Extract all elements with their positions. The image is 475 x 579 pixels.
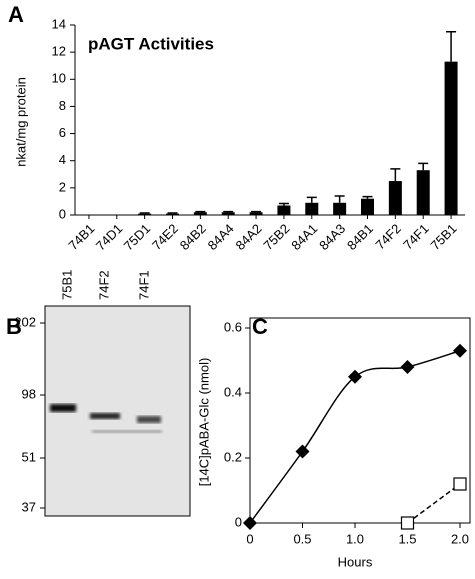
bar <box>388 181 402 215</box>
y-tick-label: 4 <box>59 152 66 167</box>
chart-title: pAGT Activities <box>88 34 214 53</box>
marker-label: 51 <box>22 449 36 464</box>
y-tick-label: 14 <box>52 16 66 31</box>
series-line <box>407 483 461 524</box>
error-bar <box>334 195 345 203</box>
x-axis-label: Hours <box>338 554 373 569</box>
x-tick-label: 84B2 <box>177 221 209 253</box>
y-tick-label: 12 <box>52 44 66 59</box>
bar <box>305 202 319 215</box>
x-tick-label: 75D1 <box>121 221 154 254</box>
y-tick-label: 0.6 <box>224 319 242 334</box>
error-bar <box>390 168 401 182</box>
x-tick-label: 84A3 <box>316 221 348 253</box>
error-bar <box>418 162 429 171</box>
point <box>295 444 310 459</box>
bar <box>361 198 374 215</box>
error-bar <box>446 31 457 62</box>
y-axis-label: nkat/mg protein <box>13 77 28 167</box>
x-tick-label: 74E2 <box>149 221 181 253</box>
marker-label: 202 <box>14 314 36 329</box>
lane-label: 75B1 <box>59 270 74 300</box>
error-bar <box>278 202 289 206</box>
x-tick-label: 0.5 <box>293 531 311 546</box>
x-tick-label: 84A4 <box>205 221 237 253</box>
plot-frame <box>249 317 471 524</box>
x-tick-label: 75B1 <box>428 221 460 253</box>
panel-letter: B <box>6 314 22 339</box>
x-tick-label: 84B1 <box>344 221 376 253</box>
x-tick-label: 75B2 <box>260 221 292 253</box>
lane-label: 74F2 <box>96 270 111 300</box>
panel-letter: C <box>252 314 268 339</box>
bar <box>138 213 152 215</box>
x-tick-label: 1.5 <box>398 531 416 546</box>
error-bar <box>195 210 206 213</box>
panel-letter: A <box>8 2 24 27</box>
error-bar <box>362 195 373 199</box>
x-tick-label: 2.0 <box>451 531 469 546</box>
error-bar <box>251 210 262 213</box>
bar <box>444 61 458 216</box>
error-bar <box>167 212 178 214</box>
series-line <box>249 350 461 524</box>
y-tick-label: 2 <box>59 179 66 194</box>
y-tick-label: 8 <box>59 98 66 113</box>
y-tick-label: 0.2 <box>224 449 242 464</box>
bar <box>277 205 291 215</box>
x-tick-label: 74F2 <box>372 221 404 253</box>
x-tick-label: 0 <box>246 531 253 546</box>
marker-label: 98 <box>22 386 36 401</box>
point <box>400 360 415 374</box>
gel-band <box>90 413 120 419</box>
error-bar <box>223 210 234 213</box>
point <box>400 516 415 530</box>
error-bar <box>306 196 317 203</box>
x-tick-label: 84A1 <box>288 221 320 253</box>
gel-band <box>50 404 76 412</box>
y-tick-label: 0 <box>59 206 66 221</box>
bar <box>193 212 207 215</box>
bar <box>416 170 430 215</box>
x-tick-label: 74B1 <box>65 221 97 253</box>
y-tick-label: 0 <box>235 514 242 529</box>
point <box>453 477 467 491</box>
y-tick-label: 6 <box>59 125 66 140</box>
gel-band <box>92 430 162 433</box>
point <box>453 343 467 358</box>
bar <box>333 202 347 215</box>
x-tick-label: 74D1 <box>93 221 126 254</box>
y-axis-label: [14C]pABA-Glc (nmol) <box>196 358 211 487</box>
lane-label: 74F1 <box>136 270 151 300</box>
point <box>243 516 257 530</box>
gel-band <box>137 416 161 423</box>
error-bar <box>139 212 150 214</box>
point <box>348 369 362 384</box>
x-tick-label: 1.0 <box>346 531 364 546</box>
marker-label: 37 <box>22 499 36 514</box>
bar <box>249 212 263 215</box>
x-tick-label: 74F1 <box>400 221 432 253</box>
x-tick-label: 84A2 <box>233 221 265 253</box>
bar <box>166 213 179 215</box>
bar <box>221 212 235 215</box>
y-tick-label: 0.4 <box>224 384 242 399</box>
y-tick-label: 10 <box>52 71 66 86</box>
